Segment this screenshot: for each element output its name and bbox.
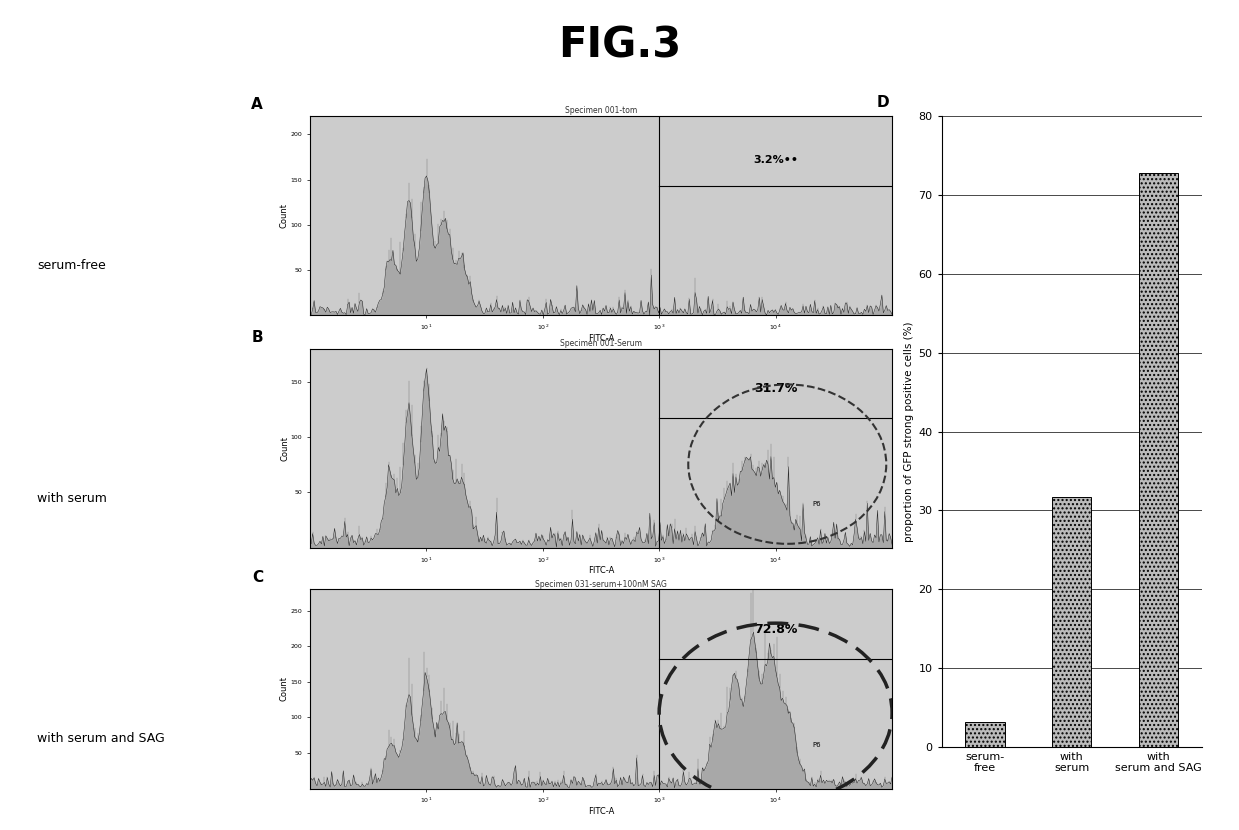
Y-axis label: Count: Count xyxy=(280,203,289,228)
Text: B: B xyxy=(252,330,263,344)
Text: P6: P6 xyxy=(812,501,820,507)
Bar xyxy=(1052,497,1092,747)
X-axis label: FITC-A: FITC-A xyxy=(587,807,615,816)
Bar xyxy=(965,722,1005,747)
Title: Specimen 031-serum+100nM SAG: Specimen 031-serum+100nM SAG xyxy=(535,579,667,588)
Text: with serum and SAG: with serum and SAG xyxy=(37,732,165,745)
Bar xyxy=(1139,173,1178,747)
Y-axis label: Count: Count xyxy=(280,436,289,461)
Text: A: A xyxy=(252,97,263,112)
Text: D: D xyxy=(876,95,890,110)
Text: serum-free: serum-free xyxy=(37,259,105,272)
Text: P6: P6 xyxy=(812,742,820,748)
Text: 72.8%: 72.8% xyxy=(753,622,798,636)
Y-axis label: proportion of GFP strong positive cells (%): proportion of GFP strong positive cells … xyxy=(904,321,914,542)
Title: Specimen 001-tom: Specimen 001-tom xyxy=(565,106,637,115)
Text: with serum: with serum xyxy=(37,491,107,505)
X-axis label: FITC-A: FITC-A xyxy=(587,334,615,343)
Y-axis label: Count: Count xyxy=(280,676,289,701)
Text: 31.7%: 31.7% xyxy=(753,382,798,395)
Text: FIG.3: FIG.3 xyxy=(558,25,681,67)
Title: Specimen 001-Serum: Specimen 001-Serum xyxy=(560,339,642,348)
X-axis label: FITC-A: FITC-A xyxy=(587,566,615,575)
Text: 3.2%••: 3.2%•• xyxy=(753,155,798,165)
Text: C: C xyxy=(252,570,263,585)
